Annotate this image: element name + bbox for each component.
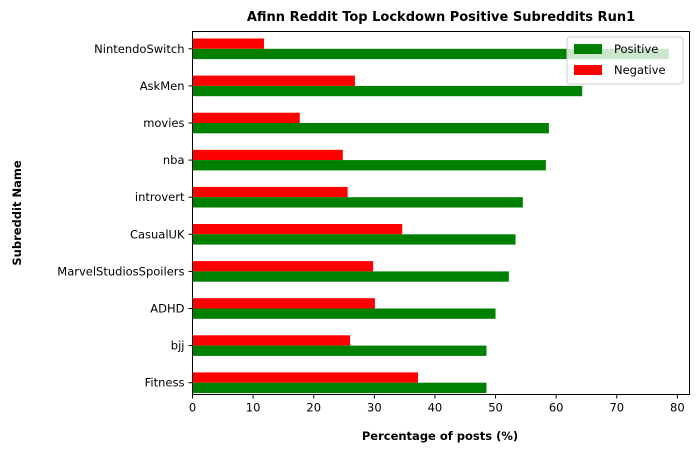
bar-positive	[192, 234, 516, 245]
bar-negative	[192, 372, 418, 383]
x-tick-label: 30	[367, 401, 382, 415]
x-tick-label: 10	[246, 401, 261, 415]
y-tick-label: introvert	[135, 190, 185, 204]
plot-frame	[192, 31, 690, 395]
y-tick-label: CasualUK	[130, 227, 185, 241]
legend: Positive Negative	[566, 36, 684, 85]
x-tick-label: 70	[609, 401, 624, 415]
legend-swatch-positive	[574, 44, 602, 54]
bar-positive	[192, 48, 669, 60]
bar-positive	[192, 308, 496, 319]
legend-label-negative: Negative	[614, 63, 666, 77]
y-tick-label: AskMen	[140, 79, 185, 93]
bar-negative	[192, 335, 351, 346]
y-tick-label: ADHD	[150, 302, 184, 316]
bar-negative	[192, 112, 300, 123]
x-axis-label: Percentage of posts (%)	[362, 429, 518, 443]
bar-negative	[192, 224, 403, 235]
y-tick-label: MarvelStudiosSpoilers	[57, 264, 184, 278]
bar-positive	[192, 382, 487, 393]
bar-positive	[192, 160, 546, 171]
x-axis: 0 10 20 30 40 50 60 70 80	[189, 394, 685, 415]
x-tick-label: 60	[549, 401, 564, 415]
bar-negative	[192, 186, 348, 198]
bar-negative	[192, 298, 375, 309]
bar-negative	[192, 261, 374, 272]
bar-positive	[192, 123, 549, 134]
bar-positive	[192, 271, 509, 282]
x-tick-label: 40	[428, 401, 443, 415]
x-tick-label: 0	[189, 401, 196, 415]
x-tick-label: 80	[670, 401, 685, 415]
bar-positive	[192, 85, 583, 97]
y-tick-label: bjj	[171, 339, 185, 353]
bar-positive	[192, 197, 523, 208]
y-tick-label: Fitness	[145, 376, 185, 390]
y-tick-label: movies	[143, 116, 184, 130]
bar-negative	[192, 149, 343, 161]
bar-negative	[192, 75, 355, 86]
y-tick-label: NintendoSwitch	[94, 42, 184, 56]
y-axis: NintendoSwitch AskMen movies nba introvert Ca…	[57, 42, 193, 390]
plot-area	[192, 38, 669, 393]
x-tick-label: 20	[306, 401, 321, 415]
x-tick-label: 50	[488, 401, 503, 415]
y-axis-label: Subreddit Name	[10, 160, 24, 265]
y-tick-label: nba	[163, 153, 185, 167]
chart-title: Afinn Reddit Top Lockdown Positive Subre…	[247, 10, 635, 25]
bar-positive	[192, 345, 487, 356]
legend-label-positive: Positive	[614, 42, 658, 56]
legend-swatch-negative	[574, 65, 602, 75]
bar-negative	[192, 38, 265, 49]
